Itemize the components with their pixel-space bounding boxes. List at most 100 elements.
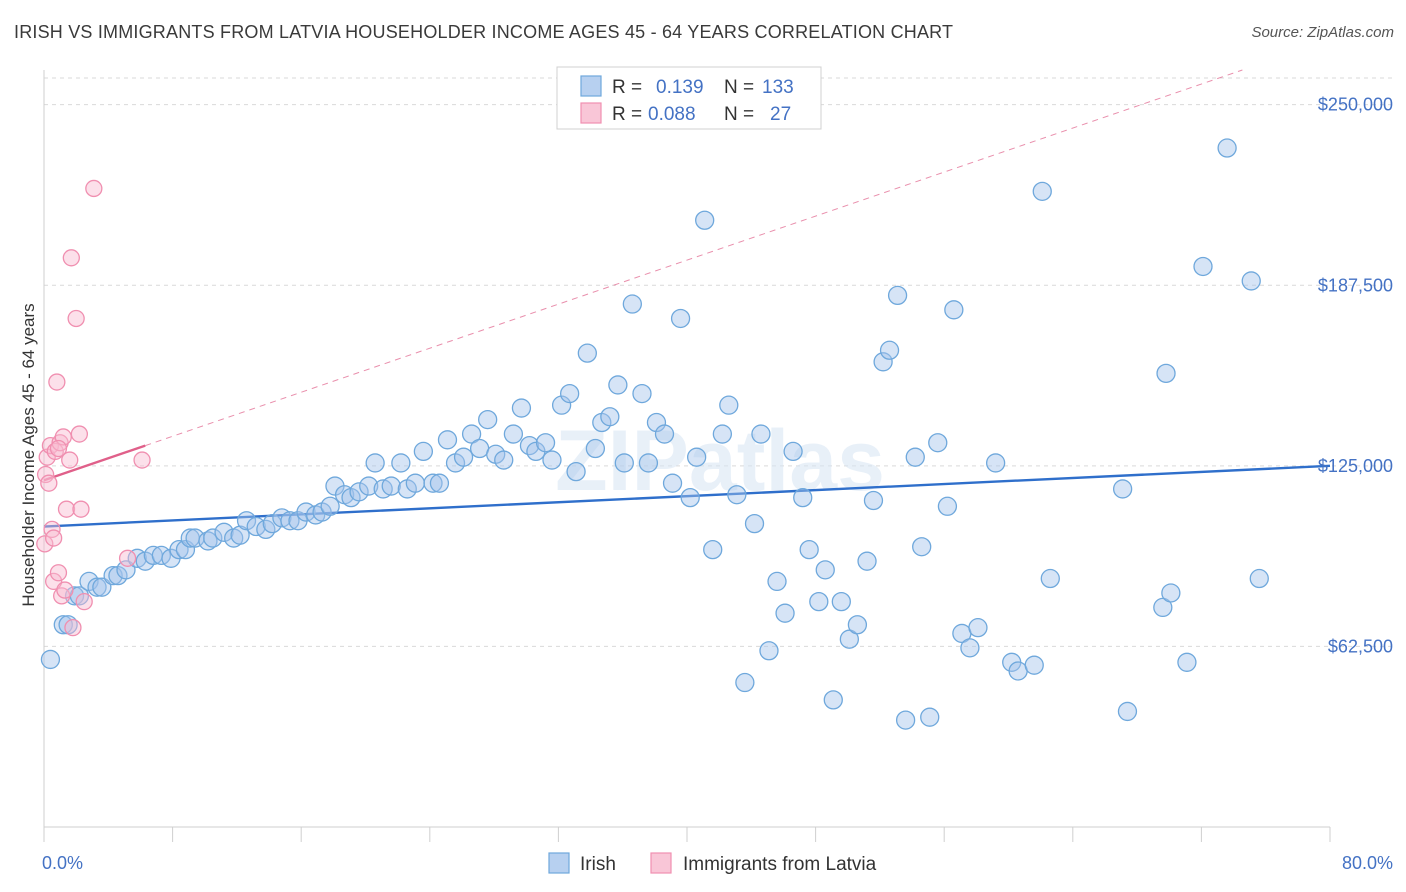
irish-point	[632, 383, 652, 404]
irish-point	[744, 513, 765, 534]
irish-point	[608, 375, 628, 395]
irish-legend-swatch	[580, 75, 602, 97]
irish-point	[585, 438, 606, 459]
irish-point	[391, 453, 411, 473]
irish-point	[1112, 479, 1133, 499]
legend-n-label: N =	[724, 104, 754, 125]
legend-n-value: 27	[770, 104, 791, 125]
irish-point	[577, 343, 597, 363]
irish-point	[40, 649, 61, 670]
irish-point	[320, 496, 340, 516]
irish-point	[1153, 597, 1173, 618]
latvia-point	[49, 439, 68, 458]
irish-point	[365, 453, 385, 473]
irish-point	[280, 511, 300, 531]
irish-point	[985, 453, 1006, 473]
irish-point	[469, 438, 490, 459]
grid-lines	[44, 77, 1395, 647]
latvia-point	[70, 425, 89, 443]
legend-n-label: N =	[724, 77, 754, 98]
irish-point	[654, 424, 675, 444]
irish-point	[863, 490, 884, 511]
irish-point	[53, 615, 73, 635]
latvia-point	[75, 592, 93, 611]
irish-point	[857, 551, 877, 571]
irish-point	[1156, 363, 1176, 384]
irish-point	[437, 430, 458, 450]
series-legend: Irish Immigrants from Latvia	[548, 852, 877, 875]
y-tick-label: $250,000	[1318, 95, 1393, 115]
y-tick-labels: $62,500 $125,000 $187,500 $250,000	[1318, 95, 1393, 657]
latvia-legend-swatch	[580, 102, 602, 124]
latvia-point	[56, 581, 74, 599]
irish-point	[928, 433, 948, 453]
irish-trend-line	[43, 464, 1331, 528]
irish-point	[64, 586, 85, 606]
irish-point	[600, 407, 620, 427]
irish-point	[92, 577, 112, 597]
irish-point	[799, 539, 819, 560]
chart-title: IRISH VS IMMIGRANTS FROM LATVIA HOUSEHOL…	[14, 22, 954, 42]
y-tick-label: $125,000	[1318, 456, 1393, 476]
irish-point	[1032, 181, 1052, 202]
irish-point	[960, 638, 980, 658]
irish-point	[1008, 661, 1028, 681]
legend-series-latvia: Immigrants from Latvia	[683, 854, 877, 875]
legend-r-value: 0.139	[656, 77, 704, 98]
irish-point	[823, 690, 843, 710]
irish-point	[680, 487, 700, 508]
latvia-point	[44, 529, 63, 547]
irish-point	[453, 447, 474, 467]
latvia-point	[57, 500, 76, 518]
latvia-trend-line	[43, 444, 146, 482]
irish-point	[751, 424, 771, 444]
latvia-point	[49, 564, 68, 582]
irish-point	[1249, 568, 1269, 589]
irish-point	[429, 473, 450, 493]
irish-point	[413, 441, 434, 462]
irish-point	[614, 453, 634, 473]
latvia-point	[36, 535, 54, 553]
irish-point	[759, 641, 779, 661]
irish-point	[478, 409, 498, 430]
latvia-point	[40, 474, 58, 492]
irish-point	[349, 482, 369, 502]
irish-point	[503, 424, 524, 444]
irish-point	[1117, 701, 1138, 722]
latvia-point	[48, 373, 66, 391]
irish-point	[670, 308, 691, 329]
irish-point	[494, 450, 514, 470]
irish-point	[203, 528, 223, 548]
irish-point	[1040, 568, 1060, 589]
legend-n-value: 133	[762, 77, 794, 98]
irish-point	[359, 476, 379, 496]
irish-point	[1024, 655, 1044, 675]
irish-point	[1193, 256, 1213, 277]
latvia-point	[118, 549, 137, 567]
irish-point	[847, 615, 868, 635]
latvia-point	[133, 451, 151, 469]
irish-point	[887, 285, 908, 306]
legend-r-label: R =	[612, 104, 642, 125]
irish-point	[968, 617, 988, 638]
irish-point	[1241, 271, 1261, 291]
latvia-point	[61, 451, 79, 469]
irish-point	[793, 487, 813, 508]
source-label: Source: ZipAtlas.com	[1251, 24, 1394, 41]
irish-point	[873, 352, 893, 372]
irish-point	[695, 210, 715, 230]
legend-series-irish: Irish	[580, 854, 616, 875]
irish-point	[831, 591, 851, 612]
latvia-point	[72, 500, 90, 518]
irish-point	[511, 398, 532, 418]
irish-point	[735, 672, 755, 693]
irish-point	[560, 383, 580, 404]
irish-point	[1177, 652, 1197, 672]
irish-point	[686, 447, 707, 467]
latvia-swatch	[650, 852, 672, 874]
latvia-point	[46, 442, 64, 461]
irish-point	[879, 340, 900, 360]
latvia-point	[64, 618, 82, 637]
irish-point	[815, 560, 835, 580]
x-tick-label: 0.0%	[42, 853, 83, 873]
